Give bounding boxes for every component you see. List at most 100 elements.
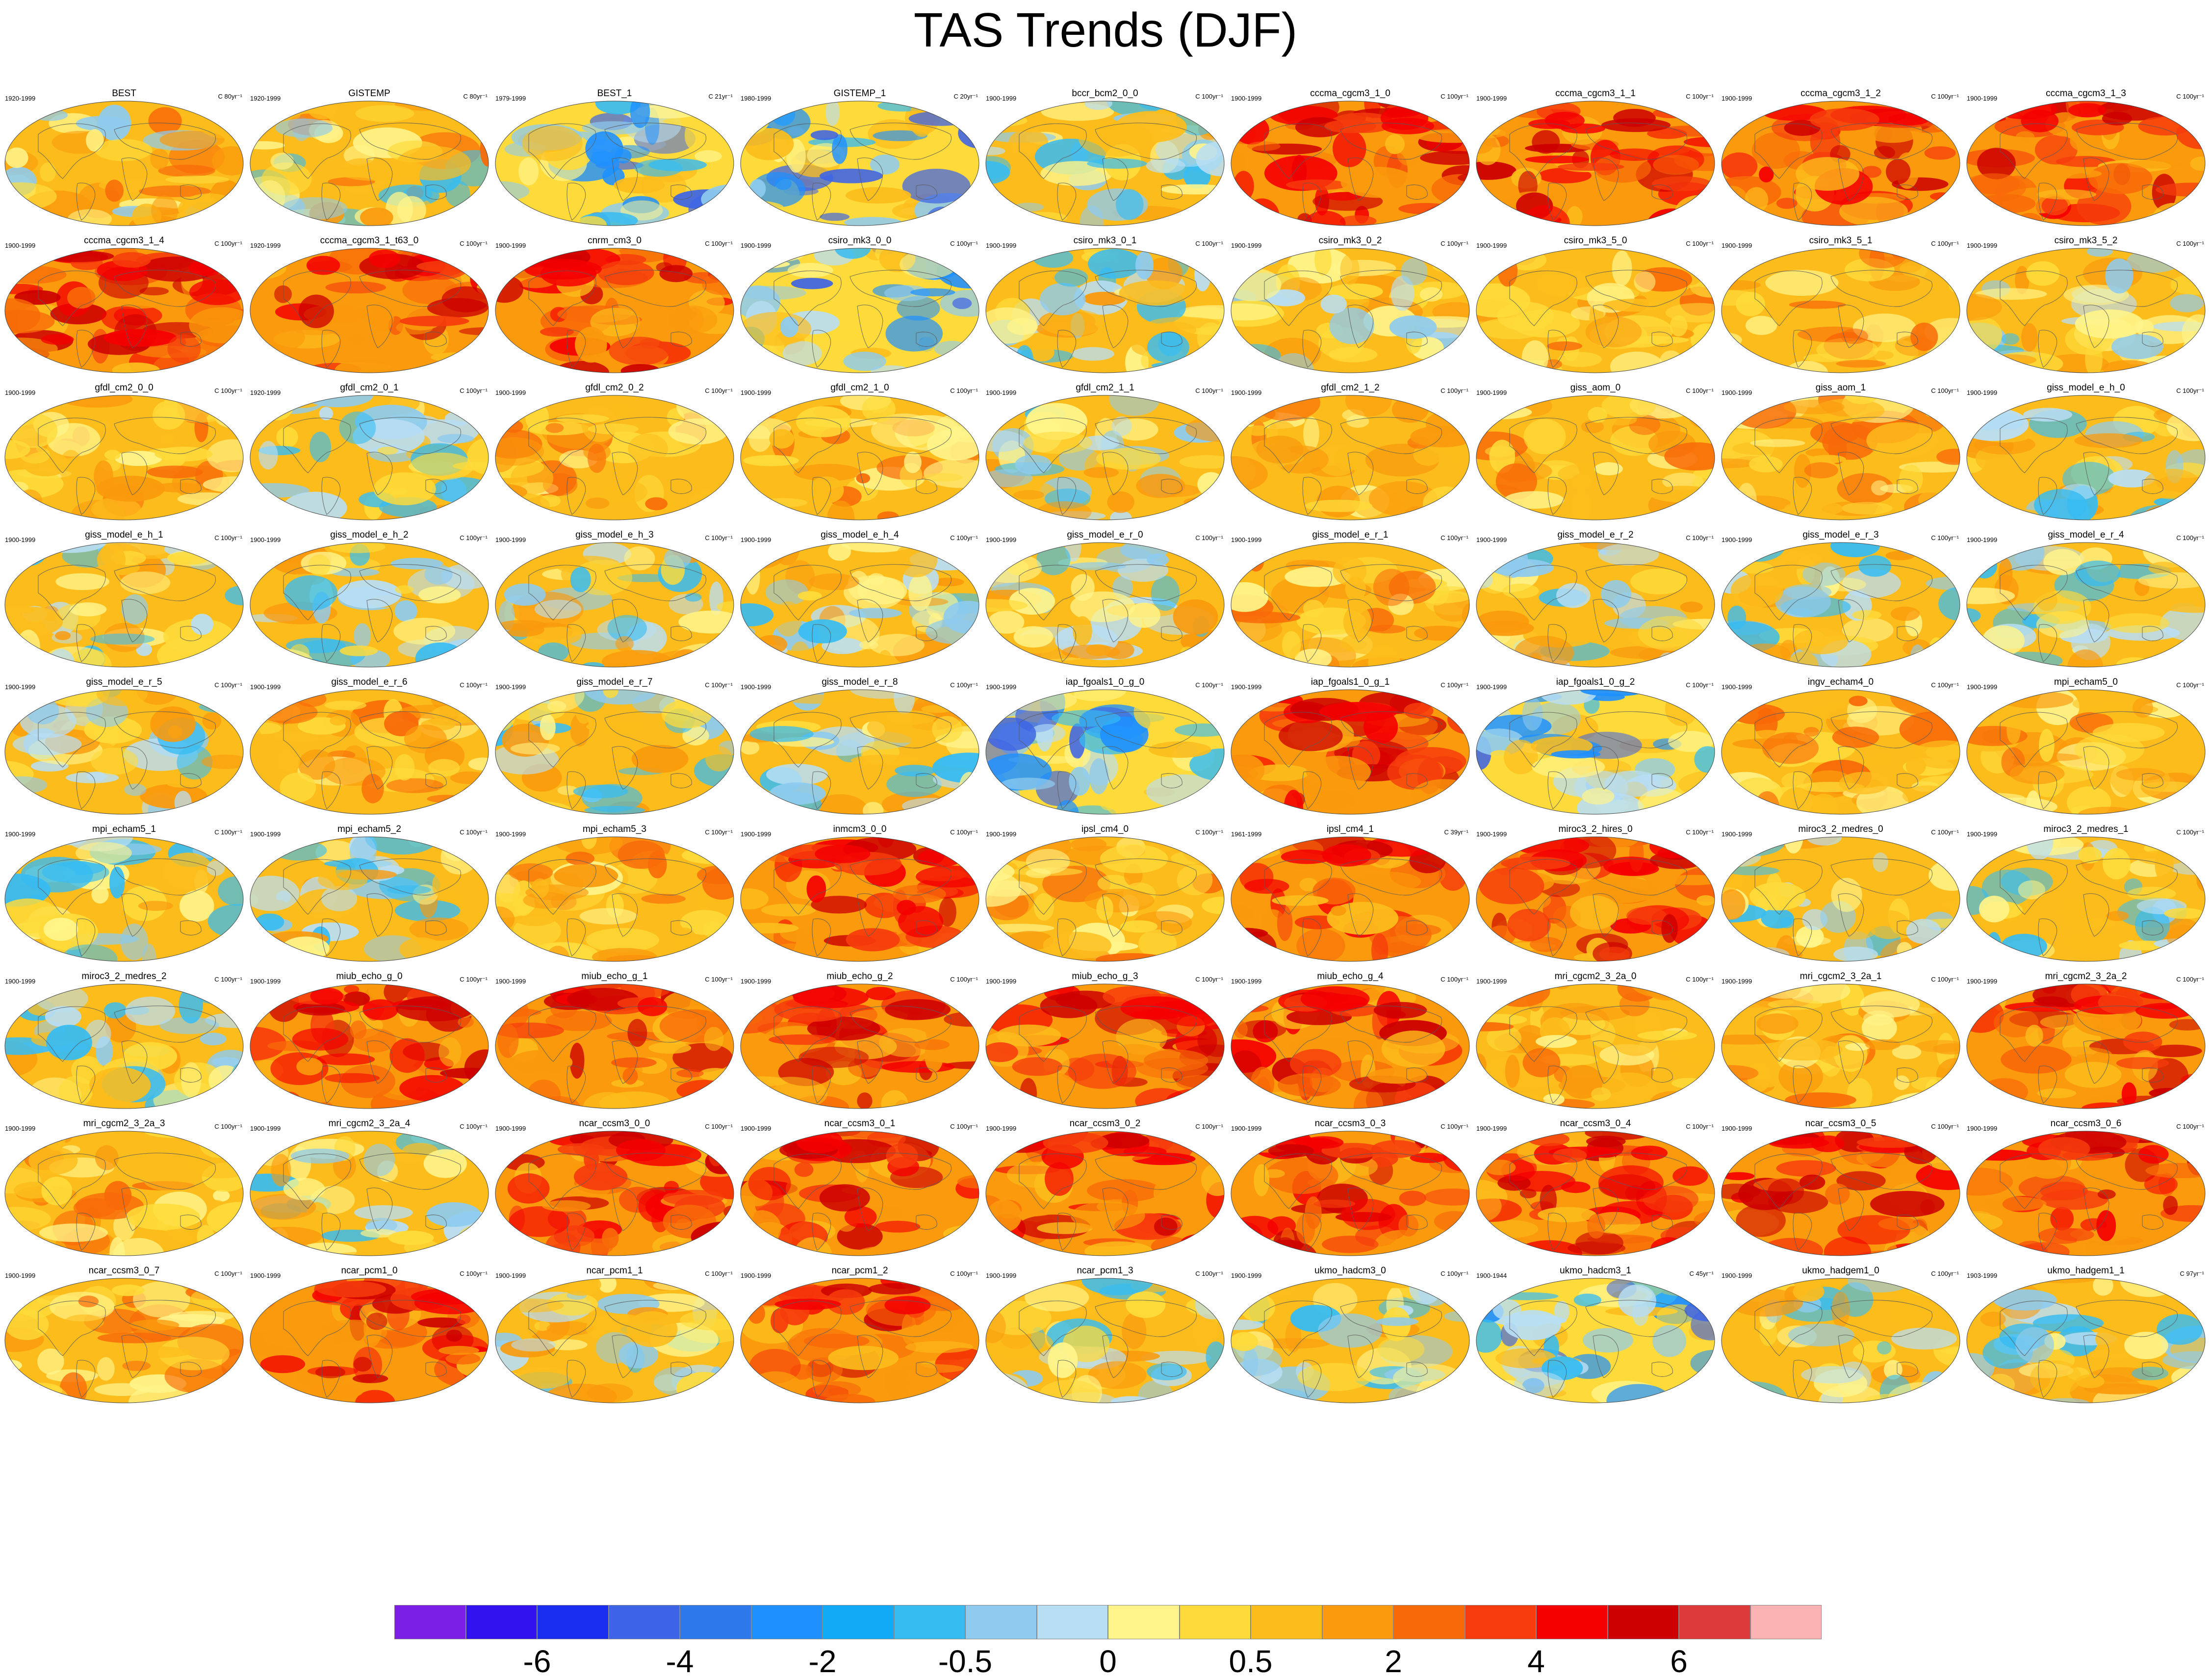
trend-map xyxy=(740,248,979,373)
panel-title: ncar_pcm1_2 xyxy=(831,1266,888,1276)
trend-map xyxy=(1476,983,1715,1109)
panel-period: 1900-1999 xyxy=(1476,95,1507,102)
panel-title: csiro_mk3_5_1 xyxy=(1809,235,1873,246)
trend-map xyxy=(250,542,489,668)
panel-period: 1900-1999 xyxy=(1722,389,1752,396)
panel-title: ncar_pcm1_0 xyxy=(341,1266,398,1276)
trend-map xyxy=(250,983,489,1109)
panel-unit: C 100yr⁻¹ xyxy=(2176,387,2204,394)
panel-unit: C 100yr⁻¹ xyxy=(214,240,242,247)
map-panel: 1900-1999 giss_aom_1 C 100yr⁻¹ xyxy=(1721,383,1966,530)
panel-title: ncar_pcm1_3 xyxy=(1077,1266,1133,1276)
map-panel: 1900-1999 miroc3_2_medres_2 C 100yr⁻¹ xyxy=(4,971,249,1118)
panel-period: 1961-1999 xyxy=(1231,830,1262,838)
trend-map xyxy=(1966,101,2206,226)
map-panel: 1900-1999 ukmo_hadcm3_0 C 100yr⁻¹ xyxy=(1230,1266,1475,1413)
panel-title: ncar_ccsm3_0_4 xyxy=(1560,1118,1631,1129)
trend-map xyxy=(250,1131,489,1256)
panel-unit: C 100yr⁻¹ xyxy=(1440,534,1468,542)
map-panel: 1900-1999 giss_model_e_r_5 C 100yr⁻¹ xyxy=(4,677,249,824)
panel-title: gfdl_cm2_1_1 xyxy=(1076,383,1134,393)
map-panel: 1900-1999 ncar_ccsm3_0_2 C 100yr⁻¹ xyxy=(985,1118,1230,1266)
panel-header: 1900-1999 miroc3_2_medres_0 C 100yr⁻¹ xyxy=(1721,824,1966,838)
panel-unit: C 100yr⁻¹ xyxy=(2176,93,2204,100)
map-panel: 1900-1999 mri_cgcm2_3_2a_3 C 100yr⁻¹ xyxy=(4,1118,249,1266)
panel-title: gfdl_cm2_0_0 xyxy=(95,383,154,393)
panel-unit: C 100yr⁻¹ xyxy=(705,976,733,983)
panel-period: 1900-1999 xyxy=(250,830,281,838)
trend-map xyxy=(1721,689,1960,815)
panel-title: mpi_echam5_2 xyxy=(337,824,401,834)
panel-header: 1900-1999 cnrm_cm3_0 C 100yr⁻¹ xyxy=(494,235,740,249)
panel-title: giss_model_e_h_4 xyxy=(821,530,899,540)
trend-map xyxy=(1476,542,1715,668)
trend-map xyxy=(1231,248,1470,373)
colorbar-swatch xyxy=(823,1605,894,1639)
panel-header: 1900-1999 mpi_echam5_3 C 100yr⁻¹ xyxy=(494,824,740,838)
panel-period: 1900-1999 xyxy=(1967,1125,1998,1132)
panel-unit: C 100yr⁻¹ xyxy=(950,681,978,689)
panel-unit: C 100yr⁻¹ xyxy=(214,976,242,983)
panel-title: cccma_cgcm3_1_2 xyxy=(1800,88,1881,99)
panel-title: ukmo_hadcm3_0 xyxy=(1314,1266,1386,1276)
panel-title: GISTEMP_1 xyxy=(833,88,886,99)
panel-period: 1900-1999 xyxy=(5,242,36,249)
map-panel: 1900-1999 mpi_echam5_0 C 100yr⁻¹ xyxy=(1966,677,2211,824)
colorbar-swatch xyxy=(465,1605,537,1639)
panel-period: 1900-1999 xyxy=(741,830,771,838)
panel-period: 1900-1999 xyxy=(5,1125,36,1132)
panel-title: mri_cgcm2_3_2a_0 xyxy=(1554,971,1637,982)
panel-period: 1900-1999 xyxy=(5,978,36,985)
panel-period: 1980-1999 xyxy=(741,95,771,102)
colorbar-label: -4 xyxy=(666,1644,694,1679)
map-panel: 1900-1999 ncar_pcm1_1 C 100yr⁻¹ xyxy=(494,1266,740,1413)
trend-map xyxy=(1476,101,1715,226)
panel-title: miroc3_2_medres_2 xyxy=(81,971,167,982)
panel-unit: C 100yr⁻¹ xyxy=(1686,681,1714,689)
panel-period: 1900-1999 xyxy=(1476,242,1507,249)
colorbar-label: -6 xyxy=(523,1644,551,1679)
panel-title: iap_fgoals1_0_g_2 xyxy=(1556,677,1635,687)
trend-map xyxy=(4,542,244,668)
trend-map xyxy=(985,101,1225,226)
panel-period: 1900-1999 xyxy=(1722,95,1752,102)
panel-unit: C 100yr⁻¹ xyxy=(460,828,488,836)
panel-header: 1900-1999 giss_model_e_r_0 C 100yr⁻¹ xyxy=(985,530,1230,543)
panel-header: 1900-1999 miub_echo_g_1 C 100yr⁻¹ xyxy=(494,971,740,985)
panel-unit: C 100yr⁻¹ xyxy=(1440,1123,1468,1130)
trend-map xyxy=(1476,1278,1715,1403)
panel-unit: C 100yr⁻¹ xyxy=(1195,681,1223,689)
map-panel: 1900-1999 miub_echo_g_0 C 100yr⁻¹ xyxy=(249,971,494,1118)
panel-unit: C 100yr⁻¹ xyxy=(1195,387,1223,394)
colorbar-swatch xyxy=(1393,1605,1465,1639)
panel-period: 1900-1999 xyxy=(986,389,1017,396)
panel-period: 1900-1999 xyxy=(495,536,526,543)
panel-unit: C 100yr⁻¹ xyxy=(214,1123,242,1130)
panel-title: giss_model_e_r_6 xyxy=(331,677,408,687)
panel-header: 1920-1999 GISTEMP C 80yr⁻¹ xyxy=(249,88,494,102)
panel-title: miroc3_2_medres_0 xyxy=(1798,824,1883,834)
trend-map xyxy=(4,1278,244,1403)
trend-map xyxy=(1231,101,1470,226)
panel-header: 1900-1999 giss_aom_0 C 100yr⁻¹ xyxy=(1475,383,1721,396)
map-panel: 1920-1999 cccma_cgcm3_1_t63_0 C 100yr⁻¹ xyxy=(249,235,494,383)
panel-period: 1900-1999 xyxy=(495,683,526,691)
panel-period: 1900-1999 xyxy=(741,978,771,985)
map-panel: 1900-1999 csiro_mk3_0_1 C 100yr⁻¹ xyxy=(985,235,1230,383)
panel-title: GISTEMP xyxy=(348,88,390,99)
panel-header: 1900-1999 csiro_mk3_0_1 C 100yr⁻¹ xyxy=(985,235,1230,249)
panel-period: 1900-1999 xyxy=(1476,683,1507,691)
trend-map xyxy=(495,689,734,815)
panel-period: 1900-1999 xyxy=(986,1272,1017,1279)
panel-title: giss_model_e_r_5 xyxy=(86,677,162,687)
panel-unit: C 21yr⁻¹ xyxy=(708,93,733,100)
map-panel: 1900-1999 miub_echo_g_4 C 100yr⁻¹ xyxy=(1230,971,1475,1118)
trend-map xyxy=(4,689,244,815)
panel-header: 1900-1999 giss_model_e_h_4 C 100yr⁻¹ xyxy=(740,530,985,543)
map-panel: 1900-1999 ncar_ccsm3_0_1 C 100yr⁻¹ xyxy=(740,1118,985,1266)
trend-map xyxy=(1966,689,2206,815)
panel-header: 1900-1999 iap_fgoals1_0_g_2 C 100yr⁻¹ xyxy=(1475,677,1721,691)
map-panel: 1900-1999 mri_cgcm2_3_2a_1 C 100yr⁻¹ xyxy=(1721,971,1966,1118)
panel-header: 1900-1999 mri_cgcm2_3_2a_2 C 100yr⁻¹ xyxy=(1966,971,2211,985)
panel-unit: C 100yr⁻¹ xyxy=(1195,534,1223,542)
